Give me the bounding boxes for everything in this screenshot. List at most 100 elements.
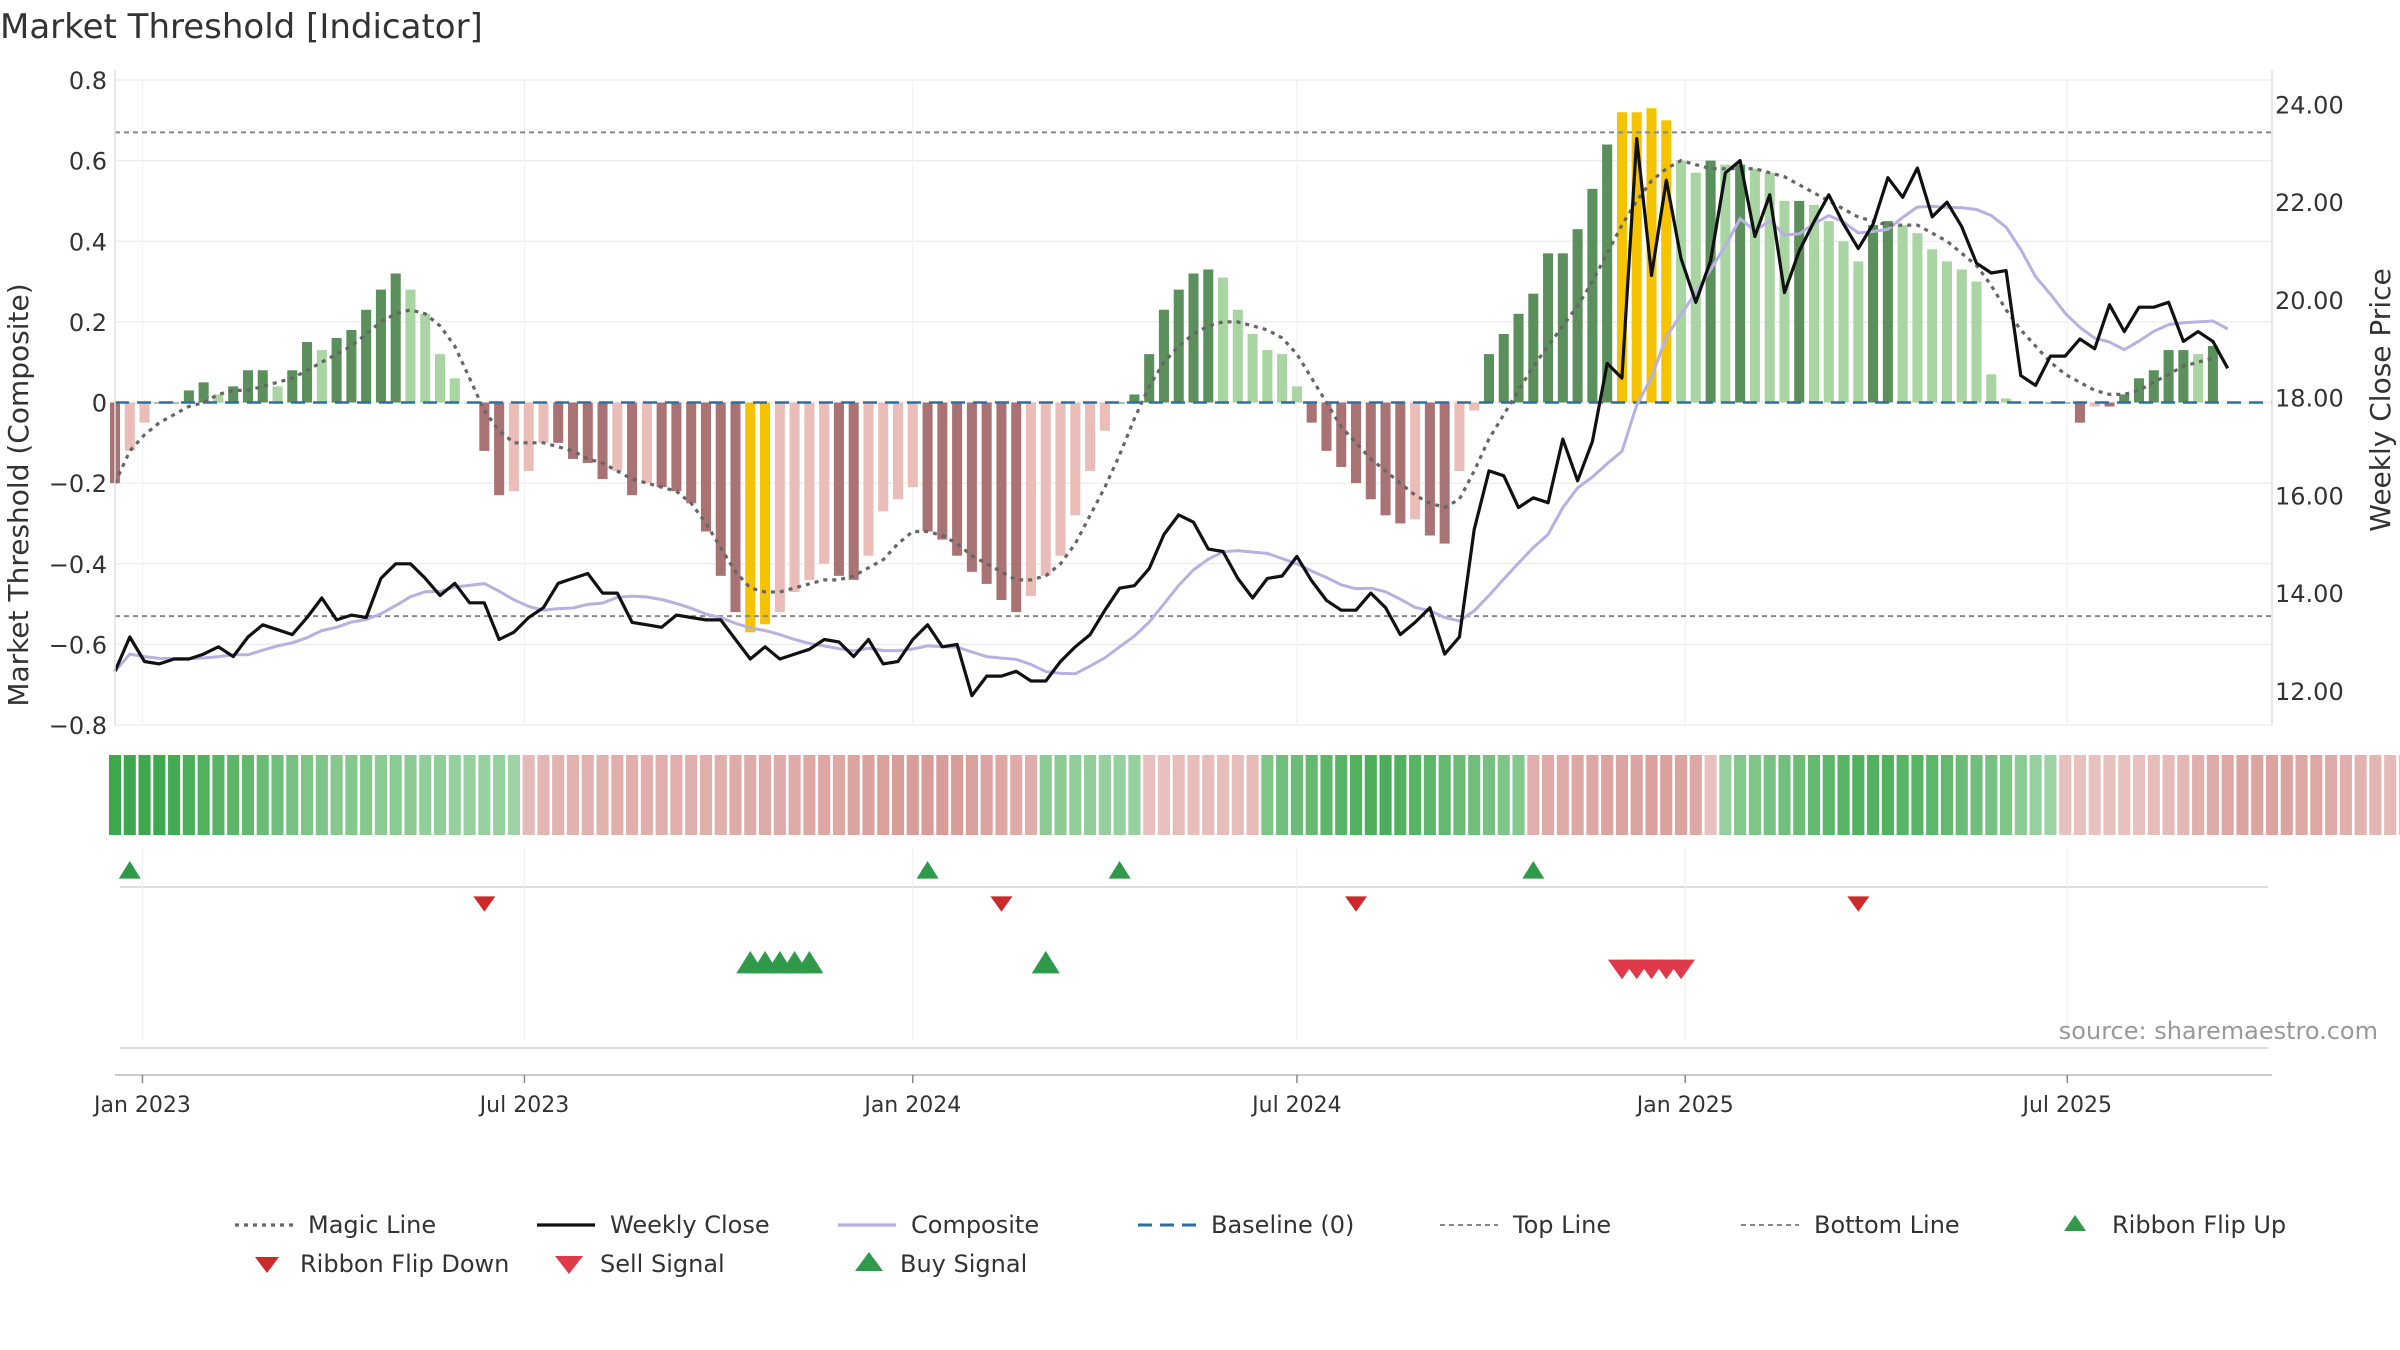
- ribbon-cell: [1970, 755, 1983, 835]
- ribbon-cell: [537, 755, 550, 835]
- composite-bar: [2148, 370, 2159, 403]
- composite-bar: [1040, 402, 1051, 576]
- sell-signal-marker: [1667, 959, 1696, 980]
- ribbon-cell: [1571, 755, 1584, 835]
- ribbon-cell: [1674, 755, 1688, 835]
- legend-label: Buy Signal: [900, 1250, 1027, 1278]
- buy-signal-marker: [1031, 951, 1060, 974]
- composite-bar: [1365, 402, 1376, 500]
- y2-tick-label: 22.00: [2275, 189, 2344, 217]
- composite-bar: [2193, 354, 2204, 403]
- ribbon-flip-down-marker: [1345, 896, 1368, 912]
- composite-bar: [789, 402, 800, 592]
- composite-bar: [361, 309, 372, 403]
- ribbon-flip-down-marker: [990, 896, 1013, 912]
- ribbon-cell: [729, 755, 742, 835]
- ribbon-cell: [286, 755, 299, 835]
- ribbon-cell: [1630, 755, 1643, 835]
- x-tick-label: Jan 2024: [862, 1093, 961, 1118]
- composite-bar: [715, 402, 726, 576]
- ribbon-cell: [345, 755, 358, 835]
- composite-bar: [1380, 402, 1391, 516]
- ribbon-cell: [2369, 755, 2382, 835]
- composite-bar: [1188, 273, 1199, 403]
- magic-line: [113, 158, 2214, 594]
- legend-swatch: [2064, 1215, 2086, 1231]
- composite-bar: [1114, 402, 1125, 404]
- composite-bars: [109, 108, 2218, 633]
- composite-bar: [996, 402, 1007, 601]
- composite-bar: [124, 402, 135, 451]
- ribbon-cell: [626, 755, 639, 835]
- ribbon-cell: [1394, 755, 1407, 835]
- ribbon-cell: [1172, 755, 1185, 835]
- legend-item-magic: Magic Line: [235, 1211, 436, 1239]
- composite-bar: [2207, 346, 2218, 403]
- composite-bar: [760, 402, 771, 625]
- ribbon-flip-up-marker: [916, 861, 939, 879]
- composite-bar: [1897, 225, 1908, 403]
- ribbon-cell: [685, 755, 698, 835]
- composite-bar: [582, 402, 593, 463]
- composite-bar: [892, 402, 904, 500]
- legend-item-flipdown: Ribbon Flip Down: [255, 1250, 509, 1278]
- ribbon-cell: [138, 755, 151, 835]
- y-tick-label: −0.6: [49, 631, 107, 659]
- ribbon-cell: [1143, 755, 1156, 835]
- composite-bar: [1941, 261, 1952, 403]
- x-tick-label: Jan 2025: [1635, 1093, 1734, 1118]
- ribbon-cell: [1246, 755, 1259, 835]
- ribbon-cell: [1940, 755, 1954, 835]
- composite-bar: [1070, 402, 1081, 516]
- composite-bar: [1956, 269, 1967, 403]
- ribbon-cell: [330, 755, 343, 835]
- ribbon-cell: [1556, 755, 1569, 835]
- composite-bar: [508, 402, 519, 492]
- x-axis: Jan 2023 Jul 2023 Jan 2024 Jul 2024 Jan 2025…: [92, 1074, 2272, 1118]
- y2-tick-label: 16.00: [2275, 482, 2344, 510]
- y-tick-label: −0.4: [49, 551, 107, 579]
- ribbon-cell: [108, 755, 122, 835]
- ribbon-cell: [2280, 755, 2293, 835]
- legend-item-baseline: Baseline (0): [1138, 1211, 1354, 1239]
- composite-bar: [1616, 112, 1627, 403]
- composite-bar: [287, 370, 298, 403]
- threshold-lines: [115, 131, 2272, 618]
- legend: Magic Line Weekly Close Composite Baseline …: [235, 1211, 2286, 1278]
- ribbon-cell: [478, 755, 491, 835]
- ribbon-cell: [1320, 755, 1333, 835]
- composite-bar: [1587, 188, 1598, 403]
- composite-bar: [2119, 394, 2130, 403]
- buy-signal-marker: [795, 951, 824, 974]
- ribbon-cell: [891, 755, 905, 835]
- x-tick-label: Jul 2025: [2021, 1093, 2113, 1118]
- ribbon-cell: [1187, 755, 1200, 835]
- composite-bar: [1971, 281, 1982, 403]
- composite-bar: [1513, 313, 1524, 403]
- y-tick-label: −0.8: [49, 712, 107, 740]
- composite-bar: [567, 402, 579, 459]
- composite-bar: [139, 402, 150, 423]
- ribbon-cell: [1542, 755, 1555, 835]
- ribbon-cell: [1128, 755, 1141, 835]
- y-tick-label: 0.4: [69, 228, 107, 256]
- legend-label: Ribbon Flip Down: [300, 1250, 509, 1278]
- ribbon-cell: [1660, 755, 1673, 835]
- x-tick-label: Jul 2023: [478, 1093, 570, 1118]
- y-tick-label: 0.8: [69, 67, 107, 95]
- ribbon-cell: [611, 755, 624, 835]
- y-tick-label: 0: [92, 390, 107, 418]
- composite-bar: [435, 354, 446, 403]
- y2-tick-label: 18.00: [2275, 385, 2344, 413]
- ribbon-cell: [2384, 755, 2397, 835]
- composite-bar: [1808, 204, 1820, 403]
- composite-bar: [627, 402, 638, 496]
- composite-bar: [302, 342, 313, 403]
- composite-bar: [2134, 378, 2145, 403]
- ribbon-cell: [1157, 755, 1171, 835]
- composite-bar: [1099, 402, 1110, 431]
- ribbon-cell: [906, 755, 919, 835]
- composite-bar: [1454, 402, 1465, 472]
- ribbon-cell: [433, 755, 447, 835]
